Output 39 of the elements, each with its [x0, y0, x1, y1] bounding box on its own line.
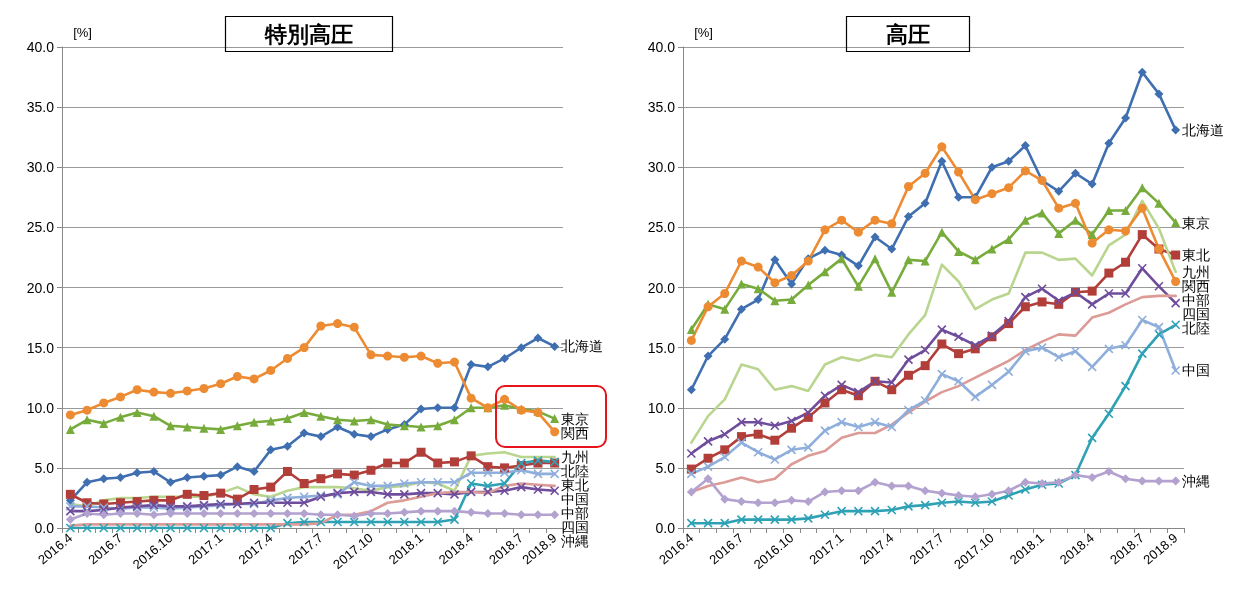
y-tick-label: 30.0	[26, 159, 55, 176]
y-tick-label: 25.0	[647, 219, 676, 236]
y-tick-label: 20.0	[647, 279, 676, 296]
series-label: 沖縄	[1181, 473, 1210, 490]
series-label: 東京	[560, 410, 589, 427]
y-tick-label: 5.0	[34, 459, 55, 476]
y-tick-label: 15.0	[647, 339, 676, 356]
y-axis-title: [%]	[694, 25, 713, 40]
series-label: 北陸	[560, 463, 589, 480]
series-label: 四国	[1181, 305, 1210, 322]
y-axis-title: [%]	[73, 25, 92, 40]
series-label: 東京	[1181, 214, 1210, 231]
series-label: 北海道	[1181, 121, 1224, 138]
y-tick-label: 20.0	[26, 279, 55, 296]
chart-title: 特別高圧	[264, 21, 353, 47]
y-tick-label: 40.0	[26, 39, 55, 55]
y-tick-label: 15.0	[26, 339, 55, 356]
series-label: 四国	[560, 519, 589, 536]
y-tick-label: 30.0	[647, 159, 676, 176]
series-label: 東北	[560, 477, 589, 494]
series-label: 北海道	[560, 338, 603, 355]
y-tick-label: 5.0	[655, 459, 676, 476]
series-label: 中部	[560, 505, 589, 522]
series-label: 関西	[560, 424, 589, 441]
series-label: 九州	[1181, 263, 1210, 280]
y-tick-label: 35.0	[647, 99, 676, 116]
y-tick-label: 25.0	[26, 219, 55, 236]
series-label: 中国	[1181, 362, 1210, 379]
y-tick-label: 10.0	[26, 399, 55, 416]
chart-title: 高圧	[886, 21, 930, 47]
series-label: 沖縄	[560, 533, 589, 550]
y-tick-label: 0.0	[34, 520, 55, 536]
series-label: 東北	[1181, 247, 1210, 264]
y-tick-label: 35.0	[26, 99, 55, 116]
series-label: 九州	[560, 449, 589, 466]
y-tick-label: 10.0	[647, 399, 676, 416]
y-tick-label: 40.0	[647, 39, 676, 55]
series-label: 北陸	[1181, 319, 1210, 336]
y-tick-label: 0.0	[655, 520, 676, 536]
